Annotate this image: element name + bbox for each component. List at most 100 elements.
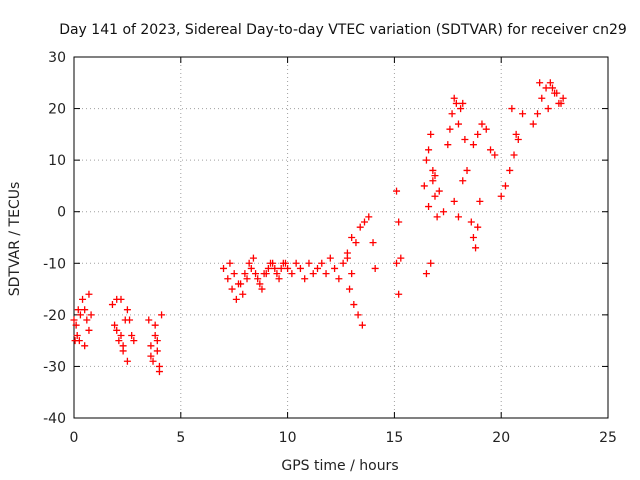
data-point [301, 275, 309, 283]
data-point [273, 270, 281, 278]
data-point [354, 311, 362, 319]
data-point [429, 177, 437, 185]
data-point [469, 141, 477, 149]
data-point [420, 182, 428, 190]
data-point [548, 84, 556, 92]
data-point [557, 99, 565, 107]
data-point [256, 280, 264, 288]
data-point [75, 337, 83, 345]
data-point [360, 218, 368, 226]
data-point [241, 270, 249, 278]
data-point [81, 306, 89, 314]
x-tick-label: 15 [385, 430, 403, 446]
data-point [474, 223, 482, 231]
data-point [425, 203, 433, 211]
x-axis-label: GPS time / hours [281, 458, 398, 474]
data-point [252, 270, 260, 278]
data-point [292, 259, 300, 267]
data-point [346, 285, 354, 293]
data-point [476, 197, 484, 205]
data-point [348, 270, 356, 278]
data-point [149, 357, 157, 365]
data-point [365, 213, 373, 221]
data-point [247, 264, 255, 272]
data-point [326, 254, 334, 262]
data-point [87, 311, 95, 319]
data-point [230, 270, 238, 278]
data-point [546, 79, 554, 87]
data-point [155, 368, 163, 376]
data-point [245, 259, 253, 267]
data-point [339, 259, 347, 267]
data-point [115, 337, 123, 345]
plot-frame [73, 56, 609, 419]
data-point [450, 197, 458, 205]
data-point [81, 342, 89, 350]
data-point [153, 347, 161, 355]
y-axis-label: SDTVAR / TECUs [7, 182, 23, 297]
data-point [288, 270, 296, 278]
data-point [491, 151, 499, 159]
data-point [226, 259, 234, 267]
data-point [119, 342, 127, 350]
data-point [478, 120, 486, 128]
data-point [553, 89, 561, 97]
data-point [73, 331, 81, 339]
data-point [356, 223, 364, 231]
data-point [393, 259, 401, 267]
y-tick-label: -10 [43, 256, 66, 272]
data-point [123, 306, 131, 314]
data-point [147, 352, 155, 360]
data-point [85, 290, 93, 298]
data-point [70, 316, 78, 324]
data-point [74, 306, 82, 314]
data-point [431, 192, 439, 200]
data-point [461, 136, 469, 144]
data-point [147, 342, 155, 350]
y-tick-label: -30 [43, 359, 66, 375]
x-tick-label: 5 [176, 430, 185, 446]
data-point [459, 99, 467, 107]
data-point [331, 264, 339, 272]
data-point [469, 234, 477, 241]
data-point [427, 130, 435, 138]
x-tick-label: 20 [492, 430, 510, 446]
data-point [305, 259, 313, 267]
data-point [450, 94, 458, 102]
data-point [358, 321, 366, 329]
y-tick-label: 10 [48, 153, 66, 169]
data-point [467, 218, 475, 226]
data-point [429, 166, 437, 174]
x-tick-label: 0 [70, 430, 79, 446]
data-point [534, 110, 542, 118]
data-point [108, 301, 116, 309]
data-point [228, 285, 236, 293]
data-point [318, 259, 326, 267]
data-point [284, 264, 292, 272]
data-point [422, 156, 430, 164]
data-point [260, 270, 268, 278]
data-point [435, 187, 443, 195]
data-point [72, 321, 80, 329]
data-point [425, 146, 433, 154]
data-point [254, 275, 262, 283]
data-point [335, 275, 343, 283]
data-point [79, 295, 87, 303]
data-point [452, 99, 460, 107]
data-point [472, 244, 480, 252]
data-point [395, 290, 403, 298]
x-tick-labels: 0 5 10 15 20 25 [70, 430, 617, 446]
data-point [269, 259, 277, 267]
data-point [448, 110, 456, 118]
data-point [224, 275, 232, 283]
data-point [314, 264, 322, 272]
data-point [85, 326, 93, 334]
data-point [371, 264, 379, 272]
data-point [258, 285, 266, 293]
data-point [264, 264, 272, 272]
data-point [234, 280, 242, 288]
data-point [474, 130, 482, 138]
data-point [457, 105, 465, 113]
data-point [422, 270, 430, 278]
